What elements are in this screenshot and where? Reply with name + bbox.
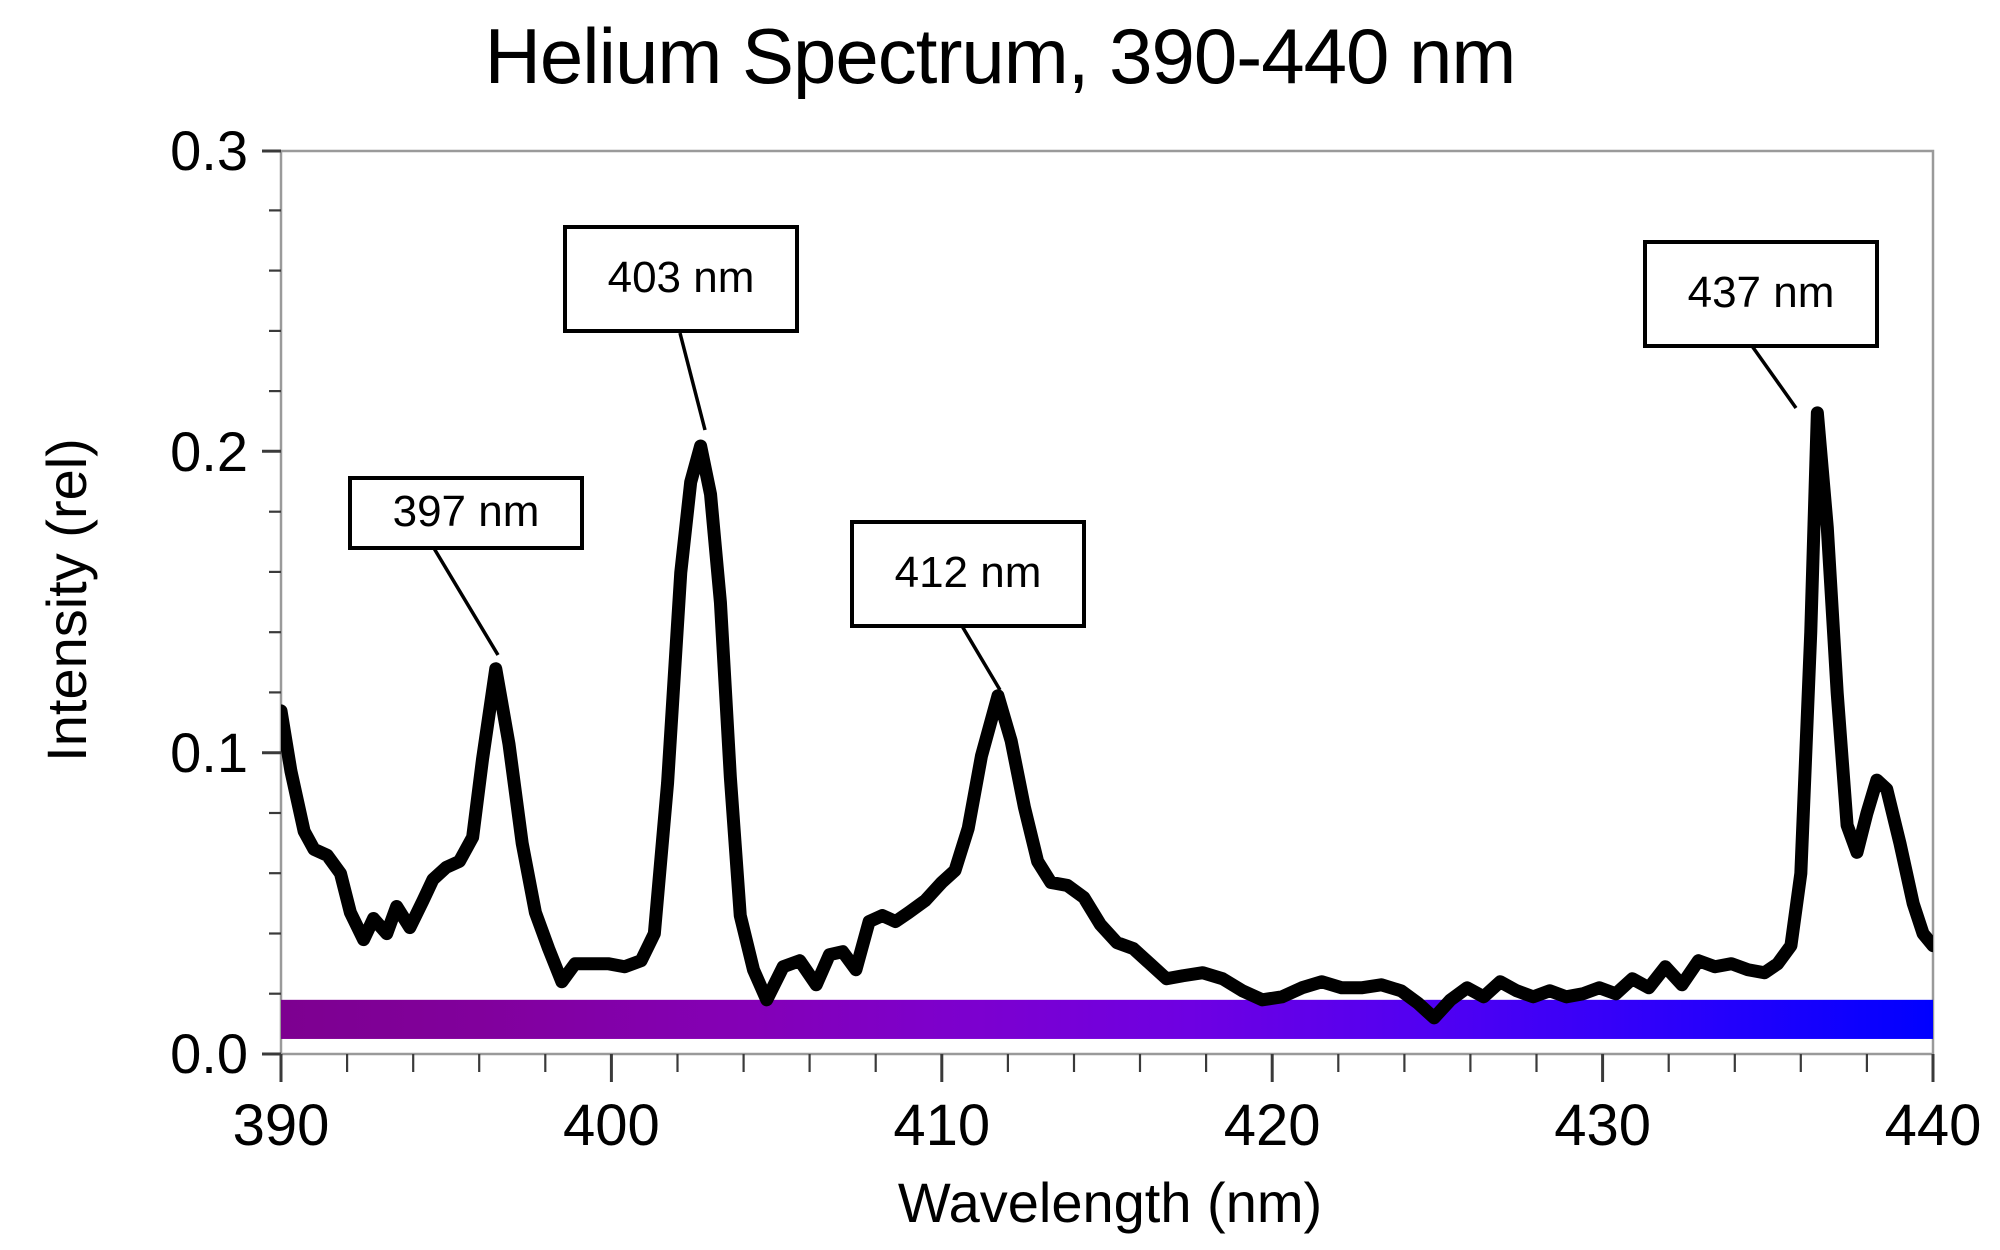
annotation-box-437[interactable] — [1643, 240, 1879, 348]
annotation-label-412: 412 nm — [895, 548, 1042, 597]
annotation-leader-397 — [430, 544, 500, 656]
y-tick-label-2: 0.2 — [170, 420, 248, 483]
x-axis-title: Wavelength (nm) — [898, 1171, 1322, 1234]
annotation-label-397: 397 nm — [393, 487, 540, 536]
y-tick-label-0: 0.0 — [170, 1022, 248, 1085]
x-axis: 390 400 410 420 430 440 — [233, 1054, 1982, 1158]
y-axis-title: Intensity (rel) — [35, 438, 98, 762]
annotation-leader-412 — [960, 625, 1002, 691]
x-tick-label-5: 440 — [1885, 1093, 1982, 1158]
annotation-box-397[interactable] — [348, 476, 584, 550]
y-tick-label-1: 0.1 — [170, 721, 248, 784]
annotation-leader-437 — [1750, 344, 1798, 410]
x-tick-label-3: 420 — [1224, 1093, 1321, 1158]
spectrum-trace — [281, 406, 1933, 1025]
annotation-leader-403 — [678, 332, 707, 431]
x-tick-label-0: 390 — [233, 1093, 330, 1158]
annotation-437[interactable]: 437 nm — [1643, 240, 1879, 410]
annotation-box-412[interactable] — [850, 520, 1086, 628]
y-tick-label-3: 0.3 — [170, 119, 248, 182]
page-title: Helium Spectrum, 390-440 nm — [484, 12, 1517, 100]
plot-frame — [279, 149, 1935, 1056]
visible-spectrum-colorbar — [281, 999, 1933, 1039]
annotation-397[interactable]: 397 nm — [348, 476, 584, 656]
y-axis: 0.0 0.1 0.2 0.3 — [170, 119, 281, 1085]
x-tick-label-1: 400 — [563, 1093, 660, 1158]
x-tick-label-2: 410 — [893, 1093, 990, 1158]
annotation-box-403[interactable] — [563, 225, 799, 333]
annotation-412[interactable]: 412 nm — [850, 520, 1086, 691]
annotation-label-403: 403 nm — [608, 253, 755, 302]
annotation-label-437: 437 nm — [1688, 268, 1835, 317]
x-tick-label-4: 430 — [1554, 1093, 1651, 1158]
annotation-403[interactable]: 403 nm — [563, 225, 799, 431]
